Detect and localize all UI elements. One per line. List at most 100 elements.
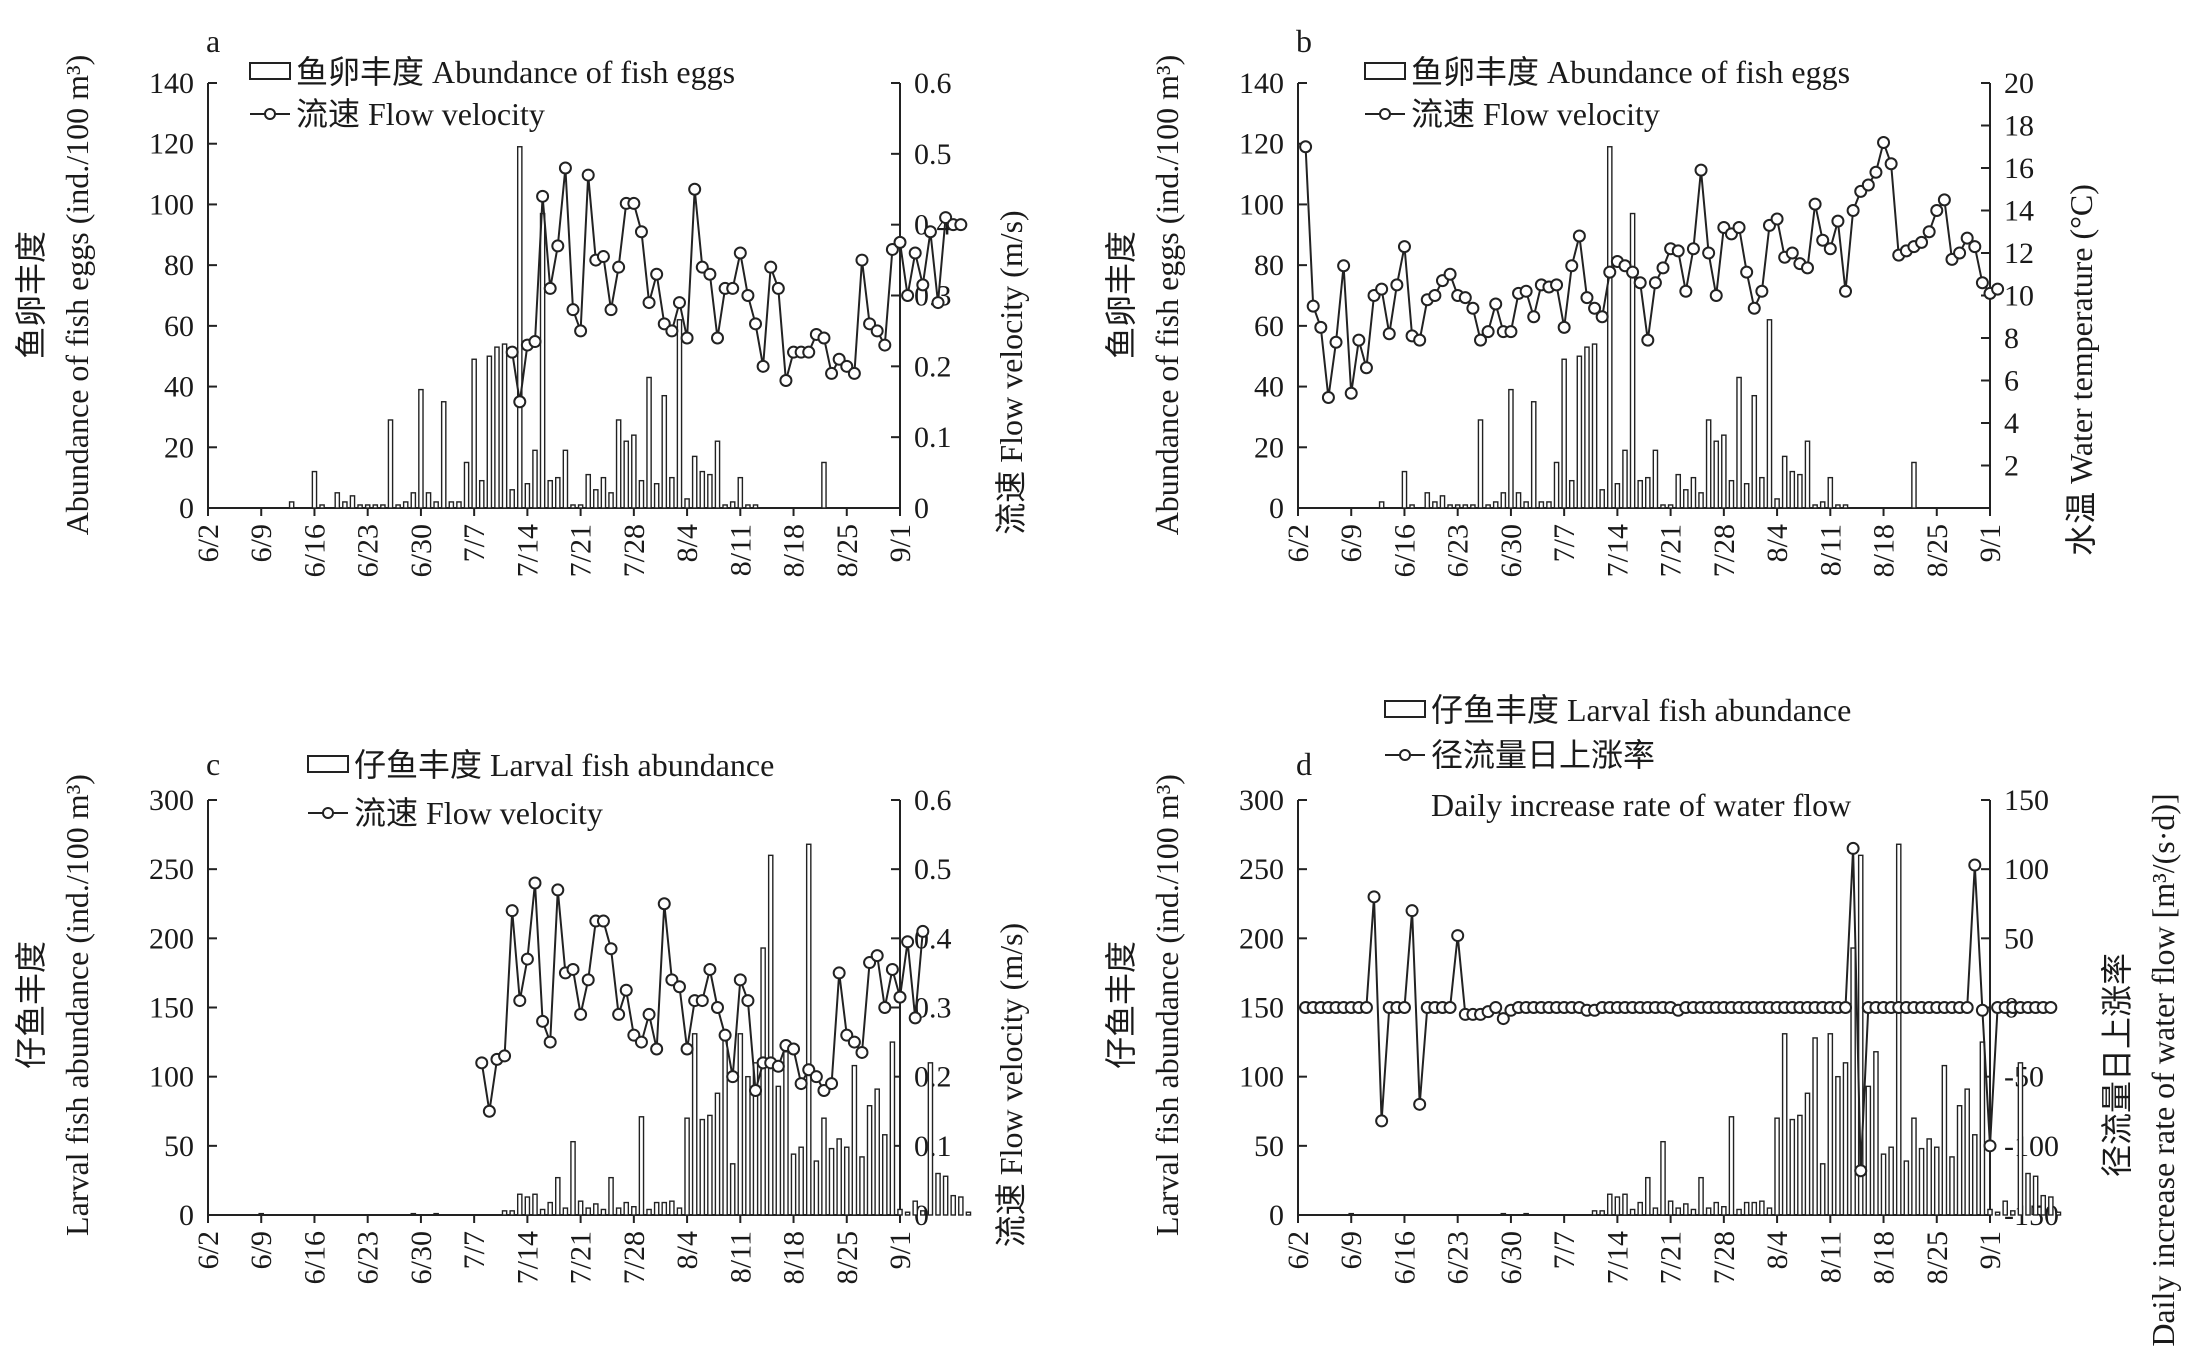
line-point [1352,333,1366,347]
line-point [543,1035,557,1049]
line-point [1314,320,1328,334]
left-axis-title-cn: 鱼卵丰度 [13,231,49,359]
bar [1584,346,1590,509]
bar [1599,489,1605,509]
right-tick-label: 2 [2004,450,2019,483]
line-point [726,281,740,295]
line-point [1337,259,1351,273]
right-tick-label: 0.6 [914,784,952,817]
bar [1667,1200,1674,1216]
left-tick-label: 0 [1269,492,1284,525]
line-point [1823,242,1837,256]
bar [676,319,683,509]
left-tick-label: 80 [164,249,194,282]
bar [1546,501,1552,509]
line-point [1816,233,1830,247]
bar [882,1134,888,1216]
x-tick-label: 6/16 [298,524,331,577]
bar [1789,1118,1796,1216]
bar [1515,492,1522,509]
line-point [1641,333,1655,347]
x-tick-label: 6/2 [192,524,225,562]
line-point [680,1042,694,1056]
line-point [1580,291,1594,305]
line-point [1960,231,1974,245]
bar [897,1208,903,1216]
line-point [513,395,527,409]
line-point [1306,299,1320,313]
bar [1941,1064,1948,1216]
legend-label: 鱼卵丰度 Abundance of fish eggs [296,54,735,90]
bar [1835,1075,1841,1216]
line-point [1679,284,1693,298]
line-point [1428,289,1442,302]
line-point [574,1007,588,1021]
bar [1424,492,1431,509]
line-point [1975,1003,1989,1017]
bar [775,1085,782,1216]
line-point [1299,140,1313,154]
bar [1470,504,1476,509]
line-point [665,324,679,338]
line-point [1474,333,1488,347]
x-tick-label: 6/30 [1495,1231,1528,1284]
bar [1591,1210,1598,1216]
line-point [733,973,747,987]
line-point [825,1077,839,1091]
line-point [741,994,755,1008]
line-point [954,218,968,232]
bar [942,1175,949,1216]
bar [539,212,546,509]
bar [1797,1114,1803,1216]
line-point [703,267,717,281]
right-tick-label: -50 [2004,1061,2044,1094]
bar [1827,476,1834,509]
line-point [680,331,694,345]
bar [889,1041,896,1216]
bar [532,1193,538,1216]
bar [364,504,371,509]
legend-marker [322,807,334,819]
legend-bar-swatch [307,755,349,773]
bar [600,1208,607,1216]
left-tick-label: 60 [164,310,194,343]
x-tick-label: 9/1 [884,524,917,562]
line-point [1968,858,1982,872]
bar [904,1211,911,1216]
line-point [1466,301,1480,315]
x-tick-label: 7/21 [1655,524,1688,577]
line-point [634,225,648,239]
right-tick-label: 0.5 [914,138,952,171]
line-point [855,253,869,267]
bar [1895,843,1902,1216]
line-point [893,990,907,1004]
line-point [779,374,793,387]
x-tick-label: 7/7 [458,1231,491,1269]
bar [1667,504,1674,509]
bar [1378,501,1385,509]
bar [920,1210,926,1216]
legend-bar-swatch [1384,700,1426,718]
bar [380,504,386,509]
bar [463,461,470,509]
bar [1401,470,1408,509]
bar [1812,1037,1818,1216]
right-axis-title-gap [993,1175,1029,1183]
bar [1660,504,1666,509]
bar [433,1212,439,1216]
line-point [817,331,831,345]
left-tick-label: 100 [1239,1061,1284,1094]
line-point [672,980,686,994]
bar [669,1200,675,1216]
left-tick-label: 100 [1239,188,1284,221]
x-tick-label: 6/2 [1282,1231,1315,1269]
line-point [1800,261,1814,275]
line-point [596,250,610,264]
bar [562,449,569,509]
right-axis-title-cn: 径流量日上涨率 [2099,953,2135,1177]
line-point [825,366,839,380]
panel-label: d [1296,746,1312,782]
bar [577,1200,584,1216]
bar [1774,1117,1780,1216]
bar [608,1176,614,1216]
